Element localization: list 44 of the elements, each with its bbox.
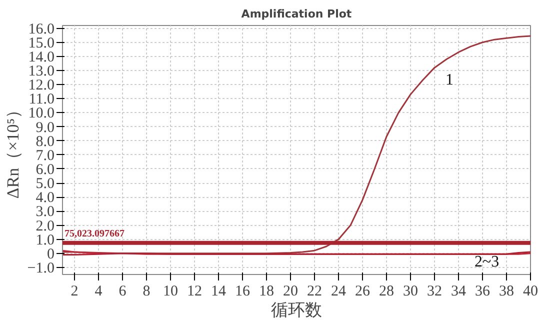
- y-tick-label: 5.0: [36, 176, 54, 192]
- x-tick-label: 20: [283, 284, 298, 300]
- y-tick-label: 10.0: [28, 106, 54, 122]
- x-tick-label: 24: [331, 284, 346, 300]
- x-tick-label: 32: [427, 284, 442, 300]
- y-tick-label: 11.0: [28, 92, 55, 108]
- x-tick-label: 8: [142, 284, 150, 300]
- y-tick-label: 3.0: [36, 204, 54, 220]
- y-tick-label: 13.0: [28, 64, 54, 80]
- y-tick-label: 9.0: [36, 120, 54, 136]
- x-tick-label: 34: [451, 284, 466, 300]
- y-tick-label: 16.0: [28, 21, 54, 38]
- x-tick-label: 38: [499, 284, 514, 300]
- x-tick-label: 6: [118, 284, 127, 300]
- y-tick-label: 4.0: [36, 190, 54, 206]
- x-tick-label: 18: [259, 284, 274, 300]
- chart-title: Amplification Plot: [241, 8, 352, 20]
- y-tick-label: 15.0: [28, 35, 54, 52]
- y-tick-label: 12.0: [28, 78, 54, 94]
- x-tick-label: 26: [355, 284, 370, 300]
- y-tick-label: −1.0: [27, 260, 55, 276]
- x-tick-label: 14: [211, 284, 226, 300]
- x-tick-label: 10: [163, 284, 178, 300]
- x-tick-label: 36: [475, 284, 490, 300]
- y-tick-label: 2.0: [36, 218, 54, 234]
- annotation: 75,023.097667: [64, 228, 124, 240]
- x-tick-label: 40: [523, 284, 538, 300]
- x-tick-label: 2: [70, 284, 78, 300]
- x-tick-label: 12: [187, 284, 202, 300]
- x-tick-label: 16: [235, 284, 250, 300]
- x-tick-label: 30: [403, 284, 418, 300]
- y-tick-label: 1.0: [36, 232, 54, 248]
- x-axis-title: 循环数: [271, 300, 322, 320]
- y-tick-label: 14.0: [28, 49, 54, 66]
- y-tick-label: 0: [47, 246, 54, 262]
- annotation: 1: [446, 72, 454, 88]
- y-tick-label: 7.0: [36, 148, 54, 164]
- annotation: 2~3: [474, 254, 500, 270]
- x-tick-label: 4: [94, 284, 103, 300]
- x-tick-label: 22: [307, 284, 322, 300]
- y-tick-label: 8.0: [36, 134, 54, 150]
- y-tick-label: 6.0: [36, 162, 54, 178]
- x-tick-label: 28: [379, 284, 394, 300]
- y-axis-title: ΔRn（×10⁵）: [3, 101, 22, 199]
